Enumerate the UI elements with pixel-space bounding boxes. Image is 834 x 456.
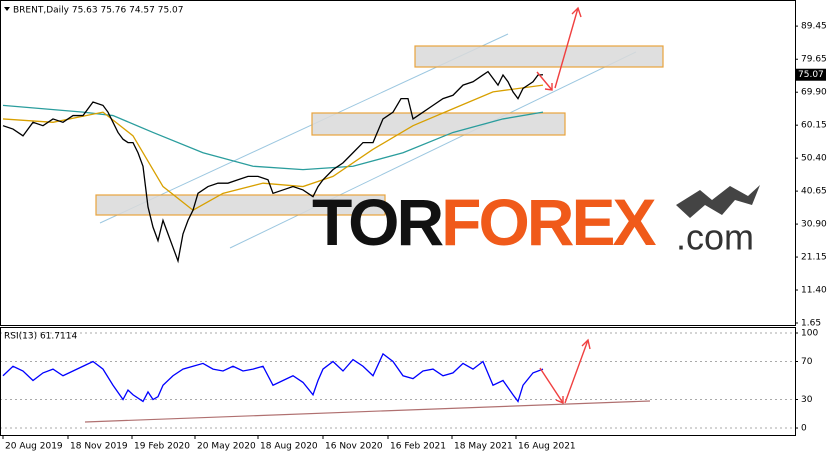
x-tick-label: 18 Nov 2019: [70, 442, 128, 452]
axes: 89.45 79.65 69.90 60.15 50.40 40.65 30.90 21.15…: [2, 22, 827, 452]
arrow-head: [571, 6, 582, 18]
x-tick-label: 18 May 2021: [454, 442, 513, 452]
y-tick-label: 70: [801, 357, 813, 367]
y-tick-label: 40.65: [801, 187, 827, 197]
x-tick-label: 18 Aug 2020: [260, 442, 318, 452]
forecast-arrow: [536, 71, 553, 91]
y-tick-label: 100: [801, 328, 818, 338]
series-line: [2, 70, 544, 264]
y-tick-label: 50.40: [801, 154, 827, 164]
last-price-label: 75.07: [798, 70, 824, 80]
rsi-arrow: [564, 339, 589, 404]
brand-accent: FOREX: [441, 185, 656, 259]
watermark-domain: .com: [676, 217, 754, 258]
support-zone: [311, 112, 566, 136]
y-tick-label: 11.40: [801, 286, 827, 296]
arrow-head: [581, 338, 591, 350]
rsi-frame: [0, 327, 796, 436]
y-tick-label: 79.65: [801, 55, 827, 65]
x-tick-label: 20 May 2020: [197, 442, 256, 452]
support-zone: [95, 194, 386, 216]
rsi-title: RSI(13) 61.7114: [4, 332, 77, 342]
y-tick-label: 0: [801, 424, 807, 434]
y-tick-label: 89.45: [801, 22, 827, 32]
y-tick-label: 30.90: [801, 220, 827, 230]
data-layer: [0, 70, 795, 429]
series-line: [2, 104, 544, 171]
rsi-arrow: [539, 367, 564, 404]
main-frame: [0, 0, 796, 326]
annotations-front: TORFOREX .com: [312, 6, 760, 405]
menu-triangle: [4, 7, 10, 11]
rsi-trendline: [84, 400, 651, 423]
arrow-head: [544, 83, 553, 91]
y-tick-label: 30: [801, 395, 813, 405]
arrow-head: [555, 396, 564, 405]
y-tick-label: 60.15: [801, 121, 827, 131]
bull-bear-logo: [676, 185, 760, 218]
x-tick-label: 16 Aug 2021: [518, 442, 576, 452]
y-tick-label: 21.15: [801, 253, 827, 263]
annotations-back: [84, 33, 664, 423]
y-tick-label: 69.90: [801, 88, 827, 98]
series-line: [2, 352, 544, 403]
watermark-brand: TORFOREX: [312, 185, 656, 259]
x-tick-label: 19 Feb 2020: [134, 442, 190, 452]
x-tick-label: 20 Aug 2019: [5, 442, 63, 452]
brand-dark: TOR: [312, 185, 443, 259]
x-tick-label: 16 Nov 2020: [325, 442, 383, 452]
resistance-zone: [414, 45, 664, 68]
y-tick-label: 1.65: [801, 318, 821, 328]
chart-title: BRENT,Daily 75.63 75.76 74.57 75.07: [13, 6, 183, 16]
last-price-box: [796, 68, 826, 81]
x-tick-label: 16 Feb 2021: [390, 442, 446, 452]
watermark: TORFOREX .com: [312, 185, 760, 259]
series-line: [2, 84, 544, 212]
forecast-arrow: [554, 7, 579, 89]
